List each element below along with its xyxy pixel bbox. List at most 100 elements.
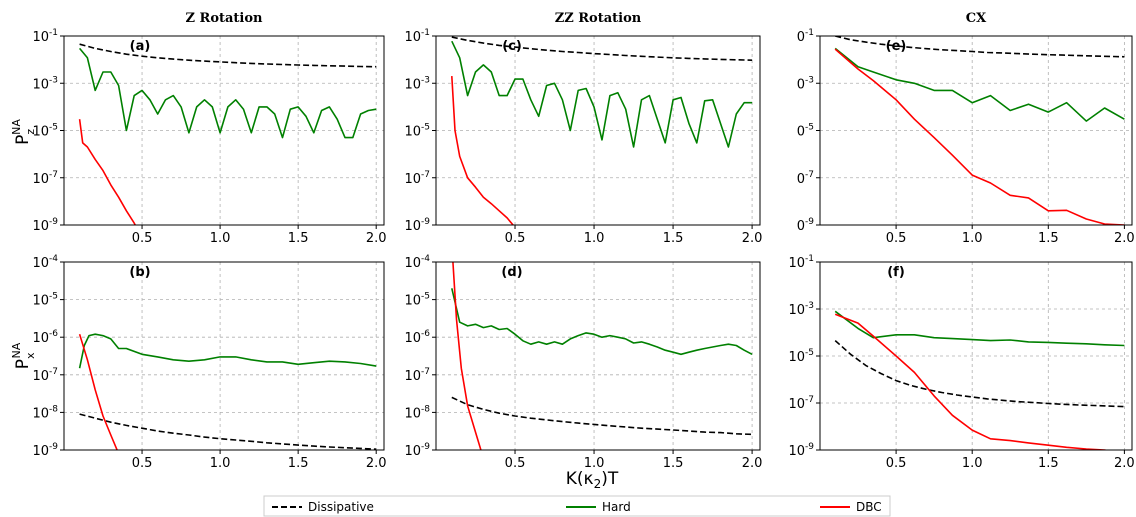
y-tick-label: 10-3 [788,301,814,318]
svg-text:PxNA: PxNA [10,342,37,369]
x-tick-label: 2.0 [1114,231,1135,246]
series-group [451,36,753,225]
panel-e: 0.5 1.0 1.5 2.0 0-9 0-7 0-5 0-3 0-1 (e) [797,28,1135,246]
y-tick-label: 10-1 [404,28,430,45]
y-tick-label: 10-9 [404,442,430,459]
x-tick-label: 2.0 [366,456,387,471]
series-group [834,36,1125,225]
legend-label-dbc: DBC [856,500,882,514]
legend-label-hard: Hard [602,500,631,514]
ylabel-top: PzNA [10,119,37,145]
x-tick-label: 1.0 [584,231,605,246]
x-tick-label: 1.0 [962,231,983,246]
y-tick-label: 10-9 [788,442,814,459]
y-tick-label: 10-7 [404,367,430,384]
x-tick-label: 2.0 [1114,456,1135,471]
y-tick-label: 10-8 [32,404,58,421]
series-line-dbc [78,333,118,450]
x-tick-label: 2.0 [742,231,763,246]
series-line-hard [834,47,1125,122]
series-line-dissipative [451,396,753,436]
series-line-dissipative [451,36,753,61]
y-tick-label: 10-5 [404,292,430,309]
y-tick-label: 10-5 [404,123,430,140]
y-tick-label: 10-4 [32,254,58,271]
y-tick-label: 10-7 [32,170,58,187]
x-tick-label: 0.5 [505,456,526,471]
legend: Dissipative Hard DBC [263,495,891,517]
series-line-dbc [834,48,1125,225]
x-axis-label: K(κ2)T [566,469,619,491]
y-tick-label: 10-9 [32,442,58,459]
panel-a: 0.5 1.0 1.5 2.0 10-9 10-7 10-5 10-3 10-1 (a) [32,28,387,246]
y-tick-label: 10-3 [32,75,58,92]
y-tick-label: 10-1 [788,254,814,271]
x-tick-label: 1.5 [1038,456,1059,471]
y-tick-label: 10-9 [404,217,430,234]
col-title-cx: CX [966,11,987,26]
series-group [451,262,753,450]
y-tick-label: 10-4 [404,254,430,271]
x-tick-label: 1.5 [288,456,309,471]
series-line-dbc [452,262,482,450]
y-tick-label: 10-6 [404,329,430,346]
x-tick-label: 1.0 [962,456,983,471]
y-tick-label: 10-3 [404,75,430,92]
series-line-hard [451,40,753,148]
series-line-dbc [834,313,1110,450]
y-tick-label: 10-7 [32,367,58,384]
y-tick-label: 0-7 [797,170,814,187]
panels: 0.5 1.0 1.5 2.0 10-9 10-7 10-5 10-3 10-1 (a) 0.5 1.… [32,28,1135,471]
panel-label: (e) [886,39,907,54]
x-tick-label: 0.5 [886,231,907,246]
x-tick-label: 1.5 [1038,231,1059,246]
x-tick-label: 1.0 [210,231,231,246]
series-line-hard [78,333,377,369]
x-tick-label: 1.5 [663,456,684,471]
panel-label: (a) [130,39,151,54]
y-tick-label: 10-5 [32,292,58,309]
x-tick-label: 1.5 [663,231,684,246]
series-line-dissipative [835,36,1125,58]
panel-label: (f) [887,265,905,280]
series-line-dbc [78,119,137,225]
y-tick-label: 0-3 [797,75,814,92]
panel-label: (b) [129,265,150,280]
y-tick-label: 10-5 [32,123,58,140]
y-tick-label: 10-8 [404,404,430,421]
series-line-dbc [451,76,515,225]
x-tick-label: 0.5 [132,456,153,471]
y-tick-label: 10-5 [788,348,814,365]
series-line-hard [451,288,753,356]
series-line-dissipative [834,340,1125,408]
x-tick-label: 1.0 [584,456,605,471]
x-tick-label: 0.5 [132,231,153,246]
y-tick-label: 0-5 [797,123,814,140]
series-line-hard [834,310,1125,347]
series-line-hard [78,47,377,139]
y-tick-label: 0-9 [797,217,815,234]
x-tick-label: 0.5 [505,231,526,246]
x-tick-label: 1.5 [288,231,309,246]
axes-frame [63,261,385,451]
x-tick-label: 0.5 [886,456,907,471]
y-tick-label: 10-7 [404,170,430,187]
x-tick-label: 2.0 [366,231,387,246]
panel-c: 0.5 1.0 1.5 2.0 10-9 10-7 10-5 10-3 10-1 (c) [404,28,763,246]
y-tick-label: 10-7 [788,395,814,412]
plot-area [436,262,760,450]
series-group [834,310,1125,450]
y-tick-label: 10-9 [32,217,58,234]
ylabel-bottom: PxNA [10,342,37,369]
panel-label: (c) [502,39,522,54]
panel-d: 0.5 1.0 1.5 2.0 10-9 10-8 10-7 10-6 10-5 10-4 (d) [404,254,763,471]
y-tick-label: 10-6 [32,329,58,346]
col-title-z-rotation: Z Rotation [186,11,264,26]
col-title-zz-rotation: ZZ Rotation [555,11,642,26]
series-line-dissipative [79,43,377,68]
series-line-dissipative [79,413,377,450]
y-tick-label: 10-1 [32,28,58,45]
series-group [78,333,377,450]
x-tick-label: 2.0 [742,456,763,471]
